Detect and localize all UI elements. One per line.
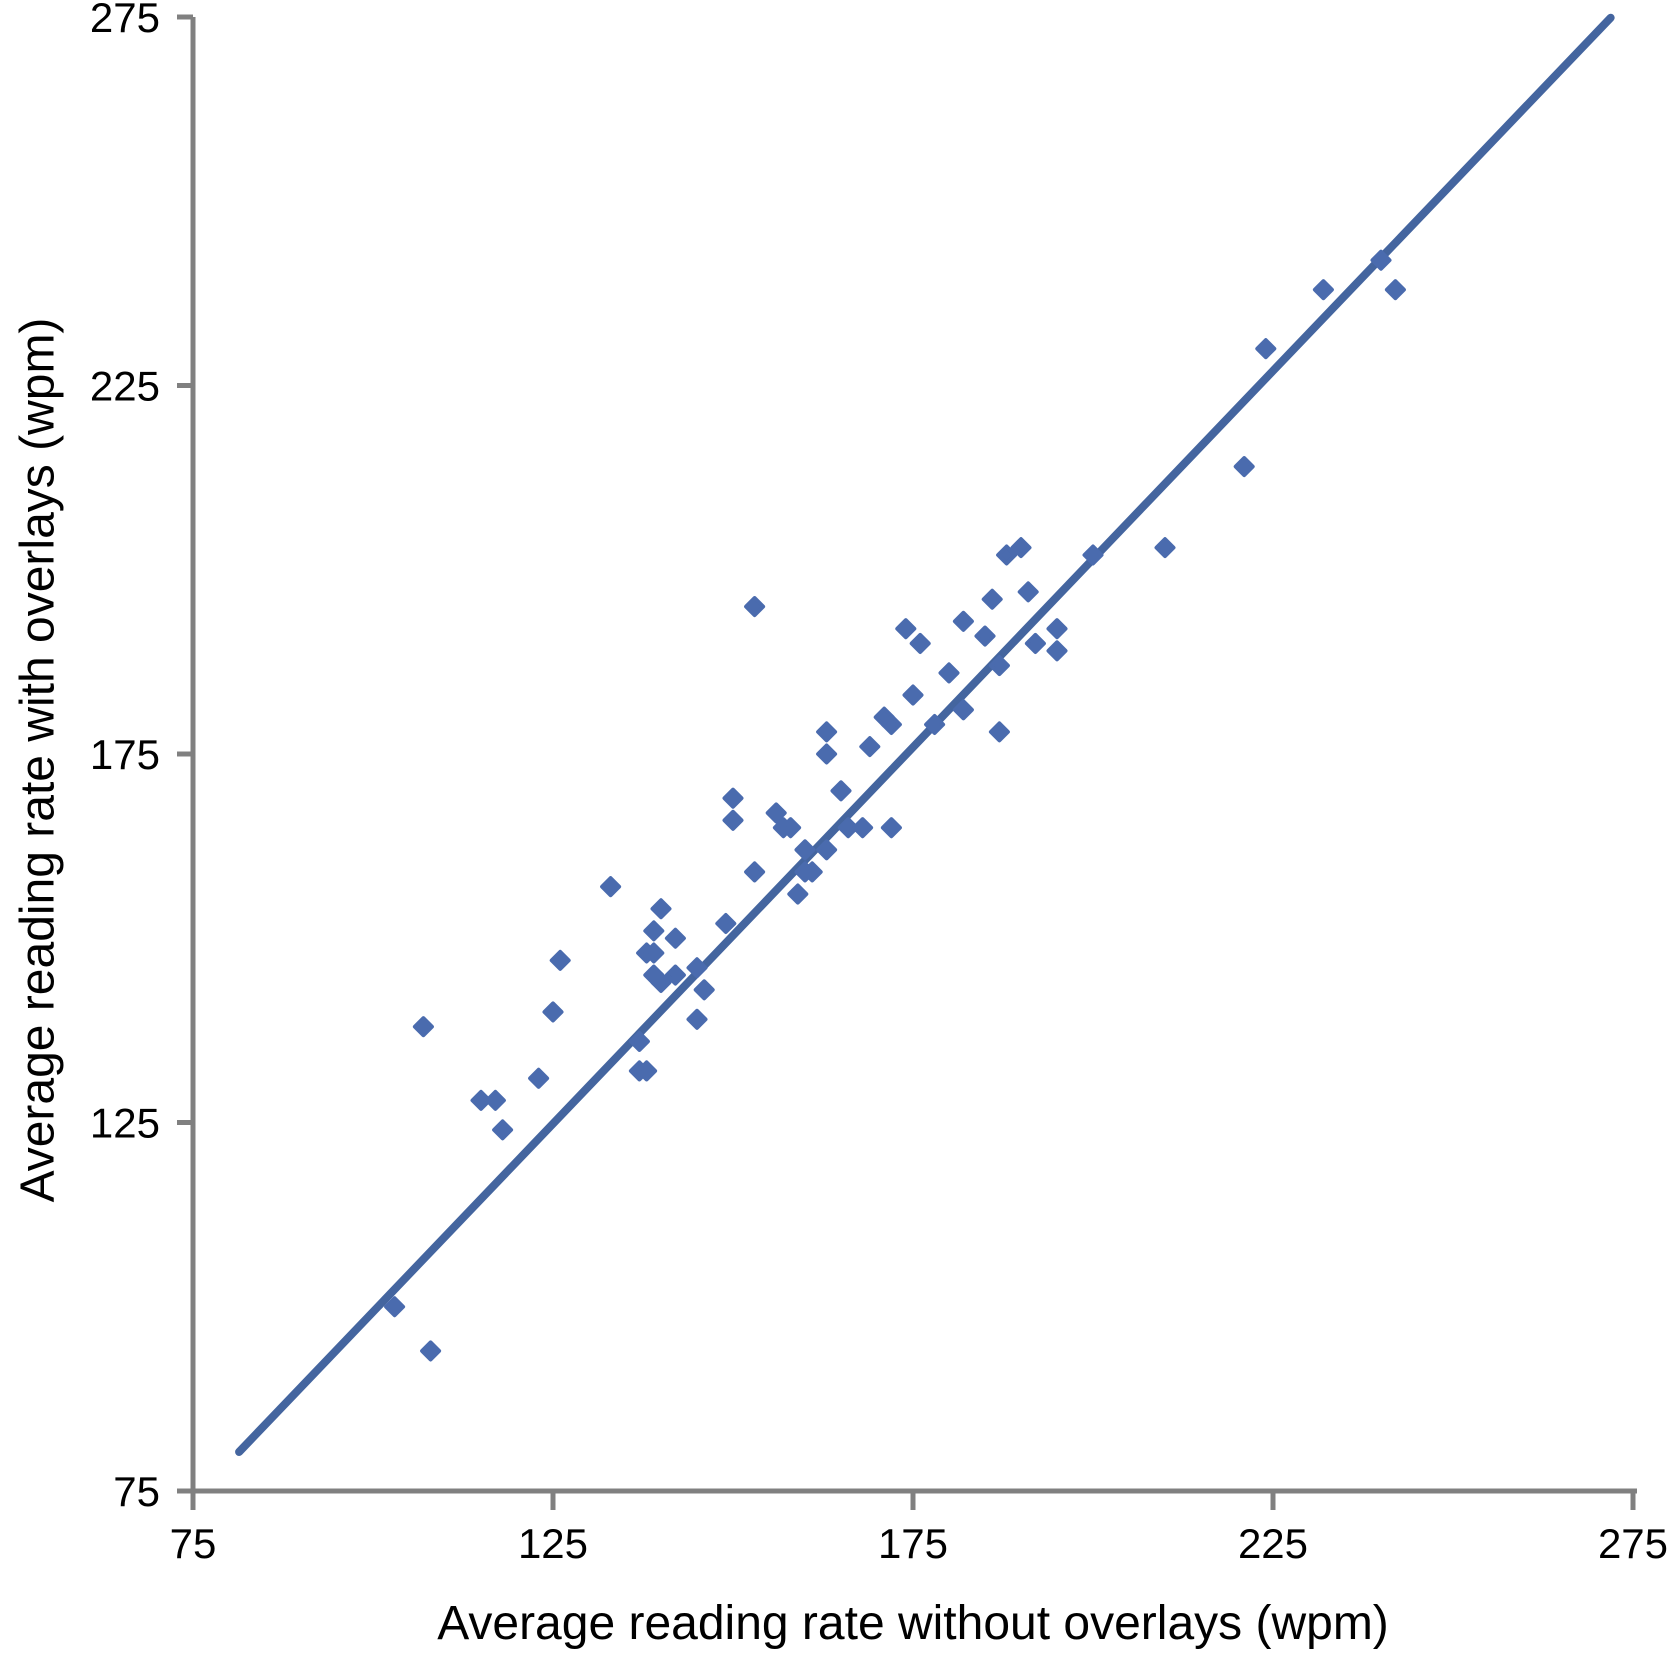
data-point	[895, 618, 917, 640]
data-point	[470, 1089, 492, 1111]
data-point	[938, 662, 960, 684]
y-tick-label: 125	[90, 1100, 160, 1147]
data-point	[528, 1067, 550, 1089]
data-point	[794, 839, 816, 861]
trend-line	[235, 13, 1615, 1456]
data-point	[600, 876, 622, 898]
x-axis-title: Average reading rate without overlays (w…	[437, 1597, 1389, 1650]
y-tick-label: 225	[90, 363, 160, 410]
data-point	[1046, 618, 1068, 640]
data-point	[412, 1016, 434, 1038]
data-point	[880, 714, 902, 736]
data-point	[852, 817, 874, 839]
data-point	[780, 817, 802, 839]
data-point	[1082, 544, 1104, 566]
data-point	[636, 1060, 658, 1082]
data-point	[801, 861, 823, 883]
data-point	[744, 861, 766, 883]
data-point	[384, 1296, 406, 1318]
x-tick-label: 175	[878, 1520, 948, 1567]
x-tick-label: 225	[1238, 1520, 1308, 1567]
data-point	[1255, 338, 1277, 360]
data-point	[837, 817, 859, 839]
data-point	[643, 920, 665, 942]
data-point	[924, 714, 946, 736]
data-point	[1154, 537, 1176, 559]
data-point	[650, 898, 672, 920]
x-tick-label: 75	[170, 1520, 217, 1567]
data-point	[909, 632, 931, 654]
data-point	[1370, 249, 1392, 271]
data-point	[744, 596, 766, 618]
data-point	[974, 625, 996, 647]
data-point	[1312, 279, 1334, 301]
data-point	[1024, 632, 1046, 654]
data-point	[628, 1030, 650, 1052]
data-point	[643, 942, 665, 964]
data-point	[722, 809, 744, 831]
y-tick-label: 275	[90, 0, 160, 41]
y-axis-title: Average reading rate with overlays (wpm)	[11, 317, 65, 1203]
data-point	[765, 802, 787, 824]
data-point	[1010, 537, 1032, 559]
data-point	[996, 544, 1018, 566]
data-point	[1384, 279, 1406, 301]
data-point	[693, 979, 715, 1001]
data-point	[664, 927, 686, 949]
data-point	[664, 964, 686, 986]
data-point	[1017, 581, 1039, 603]
x-tick-label: 275	[1598, 1520, 1668, 1567]
data-point	[650, 971, 672, 993]
data-point	[686, 1008, 708, 1030]
data-point	[981, 588, 1003, 610]
data-point	[542, 1001, 564, 1023]
data-point	[859, 736, 881, 758]
data-point	[988, 655, 1010, 677]
data-point	[686, 957, 708, 979]
data-point	[988, 721, 1010, 743]
data-point	[816, 721, 838, 743]
x-tick-label: 125	[518, 1520, 588, 1567]
data-point	[952, 610, 974, 632]
data-point	[952, 699, 974, 721]
data-point	[902, 684, 924, 706]
data-point	[787, 883, 809, 905]
data-point	[484, 1089, 506, 1111]
y-tick-label: 75	[113, 1468, 160, 1515]
data-point	[830, 780, 852, 802]
data-point	[722, 787, 744, 809]
data-point	[880, 817, 902, 839]
data-point	[549, 949, 571, 971]
data-point	[1046, 640, 1068, 662]
data-point	[1233, 456, 1255, 478]
data-point	[816, 743, 838, 765]
data-point	[715, 913, 737, 935]
data-point	[492, 1119, 514, 1141]
data-point	[420, 1340, 442, 1362]
y-tick-label: 175	[90, 731, 160, 778]
data-point	[816, 839, 838, 861]
